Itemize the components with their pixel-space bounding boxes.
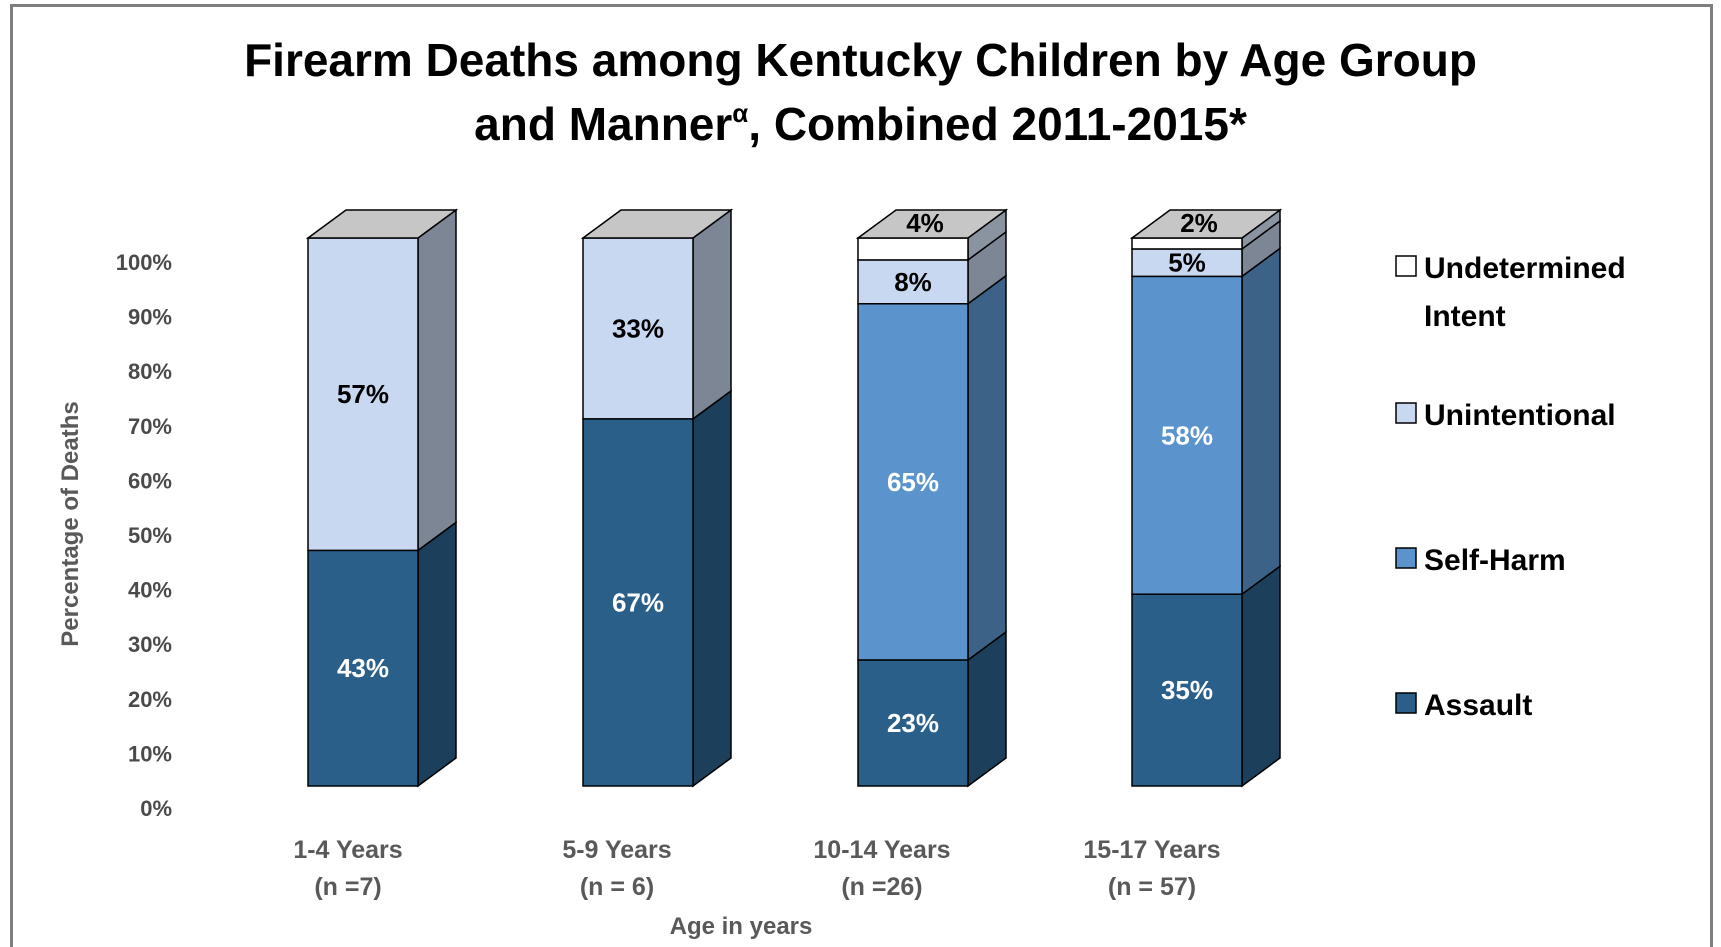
- y-axis-title: Percentage of Deaths: [57, 401, 84, 646]
- legend-label: Assault: [1424, 689, 1532, 722]
- y-tick-label: 30%: [128, 632, 172, 657]
- chart-frame: [10, 4, 1713, 947]
- x-category-sublabel: (n = 57): [1108, 873, 1196, 901]
- data-label: 33%: [612, 313, 664, 343]
- x-category-sublabel: (n = 6): [580, 873, 654, 901]
- legend-swatch-assault: [1395, 692, 1417, 714]
- data-label: 4%: [906, 208, 944, 238]
- bar-top-face: [1129, 209, 1283, 239]
- data-label: 2%: [1180, 208, 1218, 238]
- chart-title: Firearm Deaths among Kentucky Children b…: [0, 28, 1721, 156]
- y-tick-label: 90%: [128, 305, 172, 330]
- bar-side-self-harm: [1241, 246, 1281, 596]
- bar-segment-self-harm: [857, 303, 969, 661]
- y-tick-label: 80%: [128, 359, 172, 384]
- legend-label: Intent: [1424, 300, 1506, 333]
- bar-segment-unintentional: [582, 237, 694, 420]
- data-label: 67%: [612, 587, 664, 617]
- bar-segment-assault: [582, 418, 694, 787]
- bar-side-assault: [1241, 564, 1281, 788]
- legend-swatch-self-harm: [1395, 547, 1417, 569]
- chart-title-line1: Firearm Deaths among Kentucky Children b…: [244, 34, 1477, 86]
- data-label: 35%: [1161, 675, 1213, 705]
- legend-swatch-unintentional: [1395, 402, 1417, 424]
- x-category-label: 15-17 Years: [1083, 836, 1220, 864]
- x-category-sublabel: (n =26): [841, 873, 922, 901]
- legend-label: Undetermined: [1424, 252, 1626, 285]
- bar-top-face: [305, 209, 459, 239]
- x-category-label: 10-14 Years: [813, 836, 950, 864]
- bar-top-face: [855, 209, 1009, 239]
- chart-title-superscript: α: [732, 98, 749, 128]
- y-tick-label: 70%: [128, 414, 172, 439]
- legend-label: Unintentional: [1424, 399, 1616, 432]
- bar-side-unintentional: [692, 208, 732, 421]
- data-label: 23%: [887, 708, 939, 738]
- bar-segment-undetermined-intent: [857, 237, 969, 261]
- y-tick-label: 100%: [116, 250, 172, 275]
- legend-swatch-undetermined-intent: [1395, 255, 1417, 277]
- y-tick-label: 20%: [128, 687, 172, 712]
- bar-segment-unintentional: [857, 259, 969, 305]
- legend-label: Self-Harm: [1424, 544, 1566, 577]
- y-tick-label: 0%: [140, 796, 172, 821]
- x-category-label: 1-4 Years: [293, 836, 402, 864]
- bar-segment-self-harm: [1131, 275, 1243, 595]
- x-category-label: 5-9 Years: [562, 836, 671, 864]
- y-tick-label: 50%: [128, 523, 172, 548]
- y-tick-label: 10%: [128, 741, 172, 766]
- bar-segment-unintentional: [307, 237, 419, 552]
- y-tick-label: 60%: [128, 468, 172, 493]
- data-label: 8%: [894, 267, 932, 297]
- data-label: 58%: [1161, 420, 1213, 450]
- chart-title-line2: and Mannerα, Combined 2011-2015*: [0, 92, 1721, 156]
- bar-side-assault: [417, 520, 457, 788]
- data-label: 57%: [337, 379, 389, 409]
- chart-title-line2-rest: , Combined 2011-2015*: [748, 98, 1247, 150]
- x-category-sublabel: (n =7): [314, 873, 381, 901]
- data-label: 5%: [1168, 248, 1206, 278]
- chart-title-line2-main: and Manner: [474, 98, 733, 150]
- bar-segment-assault: [307, 549, 419, 787]
- bar-segment-assault: [1131, 593, 1243, 787]
- x-axis-title: Age in years: [670, 913, 813, 940]
- data-label: 43%: [337, 653, 389, 683]
- bar-top-face: [580, 209, 734, 239]
- y-tick-label: 40%: [128, 578, 172, 603]
- data-label: 65%: [887, 467, 939, 497]
- bar-side-self-harm: [967, 274, 1007, 662]
- bar-side-unintentional: [417, 208, 457, 552]
- bar-side-assault: [692, 389, 732, 788]
